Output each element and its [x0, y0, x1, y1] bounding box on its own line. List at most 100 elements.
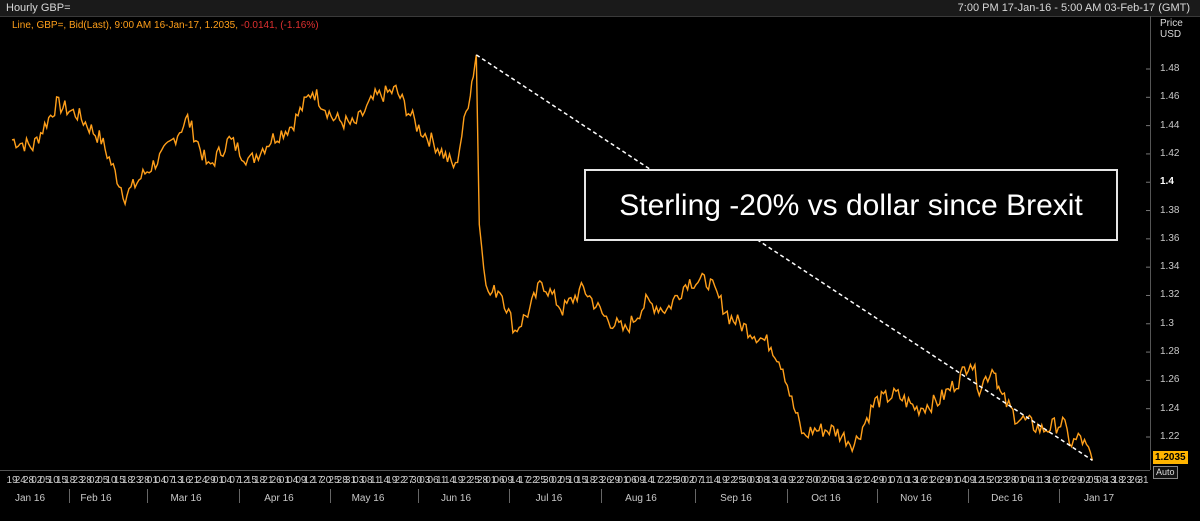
x-day-tick: 27 [798, 475, 811, 486]
x-day-tick: 13 [1104, 475, 1116, 486]
y-tick-label: 1.36 [1160, 232, 1180, 244]
x-day-tick: 28 [138, 475, 150, 486]
x-day-tick: 18 [1112, 475, 1124, 486]
x-day-tick: 03 [419, 475, 431, 486]
x-day-tick: 16 [1046, 475, 1058, 486]
x-month-label: Dec 16 [991, 493, 1023, 504]
y-tick-label: 1.24 [1160, 402, 1180, 414]
x-month-label: Nov 16 [900, 493, 932, 504]
x-day-tick: 06 [493, 475, 505, 486]
x-day-tick: 15 [55, 475, 68, 486]
x-day-tick: 01 [278, 475, 290, 486]
y-axis-title: Price USD [1160, 18, 1183, 40]
x-day-tick: 19 [782, 475, 794, 486]
x-day-tick: 28 [80, 475, 92, 486]
x-day-tick: 21 [262, 475, 274, 486]
x-day-tick: 15 [113, 475, 125, 486]
x-month-separator [1059, 489, 1060, 503]
x-day-tick: 23 [72, 475, 84, 486]
x-day-tick: 02 [683, 475, 695, 486]
x-day-tick: 01 [947, 475, 959, 486]
series-legend: Line, GBP=, Bid(Last), 9:00 AM 16-Jan-17… [12, 20, 319, 31]
x-day-tick: 18 [122, 475, 134, 486]
x-day-tick: 24 [196, 475, 208, 486]
y-tick-label: 1.48 [1160, 63, 1180, 74]
x-day-tick: 07 [889, 475, 901, 486]
x-day-tick: 25 [468, 475, 480, 486]
x-day-tick: 18 [64, 475, 76, 486]
x-month-label: Feb 16 [80, 493, 112, 504]
x-day-tick: 29 [204, 475, 216, 486]
x-day-tick: 23 [1120, 475, 1133, 486]
x-day-tick: 25 [534, 475, 546, 486]
x-day-tick: 26 [270, 475, 282, 486]
x-month-separator [418, 489, 419, 503]
x-day-tick: 16 [848, 475, 860, 486]
x-day-tick: 30 [807, 475, 819, 486]
x-day-tick: 02 [1079, 475, 1091, 486]
y-axis-title-price: Price [1160, 18, 1183, 29]
x-axis: 19 24 28 02 05 10 15 18 23 28 02 05 10 15 18 23 28 01 04 07… [0, 470, 1150, 521]
plot-area[interactable] [0, 16, 1151, 470]
x-day-tick: 01 [881, 475, 893, 486]
x-day-tick: 23 [130, 475, 142, 486]
x-day-tick: 08 [831, 475, 844, 486]
x-day-tick: 17 [311, 475, 323, 486]
y-tick-label: 1.42 [1160, 147, 1180, 159]
x-day-tick: 01 [617, 475, 629, 486]
x-day-tick: 14 [708, 475, 720, 486]
x-day-tick: 07 [163, 475, 175, 486]
x-day-tick: 02 [31, 475, 43, 486]
y-tick-label: 1.26 [1160, 374, 1180, 386]
x-month-separator [694, 489, 696, 503]
series-line-gbp [11, 54, 1094, 461]
y-tick-label: 1.32 [1160, 289, 1180, 301]
y-tick-label: 1.22 [1160, 431, 1180, 442]
x-day-tick: 26 [1129, 475, 1141, 486]
x-month-label: May 16 [351, 493, 385, 504]
x-day-tick: 21 [1054, 475, 1066, 486]
y-tick-label: 1.44 [1160, 119, 1180, 131]
last-value-tag: 1.2035 [1153, 451, 1188, 464]
x-day-tick: 18 [584, 475, 596, 486]
x-month-label: Sep 16 [720, 493, 752, 504]
x-day-tick: 19 [386, 475, 398, 486]
x-day-tick: 28 [476, 475, 489, 486]
x-day-tick: 02 [551, 475, 563, 486]
x-day-tick: 16 [914, 475, 926, 486]
x-day-tick: 14 [443, 475, 456, 486]
x-day-tick: 17 [518, 475, 530, 486]
x-day-tick: 22 [394, 475, 406, 486]
x-day-tick: 28 [22, 475, 35, 486]
x-day-tick: 15 [576, 475, 588, 486]
x-day-tick: 06 [1021, 475, 1033, 486]
x-day-tick: 04 [221, 475, 233, 486]
x-month-separator [601, 489, 602, 503]
x-day-tick: 04 [955, 475, 967, 486]
y-tick-label: 1.46 [1160, 91, 1180, 103]
x-day-tick: 04 [287, 475, 299, 486]
x-day-tick: 05 [97, 475, 109, 486]
time-range-label: 7:00 PM 17-Jan-16 - 5:00 AM 03-Feb-17 (G… [957, 2, 1190, 14]
x-day-tick: 09 [501, 475, 513, 486]
x-day-tick: 14 [642, 475, 654, 486]
x-month-label: Oct 16 [811, 493, 841, 504]
y-tick-label: 1.3 [1160, 317, 1174, 329]
x-month-label: Jun 16 [440, 493, 472, 504]
x-day-tick: 10 [47, 475, 59, 486]
x-day-tick: 09 [964, 475, 976, 486]
legend-change: -0.0141, (-1.16%) [240, 20, 319, 31]
x-month-separator [877, 489, 878, 503]
x-day-tick: 18 [254, 475, 266, 486]
x-day-tick: 13 [840, 475, 852, 486]
price-chart [11, 54, 1150, 461]
x-day-tick: 22 [658, 475, 670, 486]
x-day-tick: 06 [625, 475, 637, 486]
x-day-tick: 03 [353, 475, 365, 486]
x-day-tick: 19 [6, 475, 18, 486]
x-day-tick: 02 [815, 475, 827, 486]
x-day-tick: 29 [873, 475, 885, 486]
x-day-tick: 30 [741, 475, 753, 486]
auto-scale-button[interactable]: Auto [1153, 466, 1178, 479]
x-day-tick: 25 [732, 475, 745, 486]
